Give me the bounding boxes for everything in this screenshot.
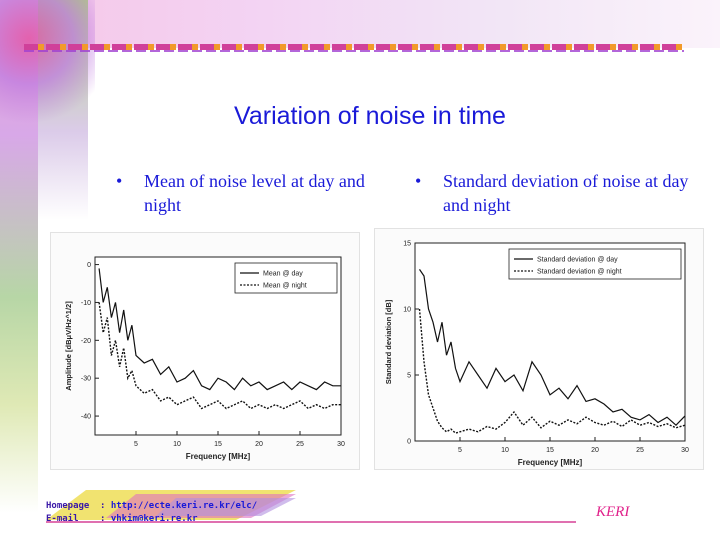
y-tick-label: -40	[81, 414, 91, 421]
legend-label: Mean @ day	[263, 271, 303, 278]
footer-swoosh-decor	[46, 490, 296, 520]
footer-homepage-row: Homepage: http://ecte.keri.re.kr/elc/	[46, 501, 258, 511]
header-divider	[24, 44, 684, 50]
x-tick-label: 25	[636, 447, 644, 454]
legend-label: Standard deviation @ night	[537, 269, 622, 276]
x-tick-label: 10	[173, 441, 181, 448]
x-tick-label: 30	[681, 447, 689, 454]
legend-box	[508, 248, 682, 280]
chart-mean-svg: 5 10 15 20 25 30 0 -10 -20 -30 -40 Frequency [MHz] A…	[64, 256, 345, 461]
x-tick-label: 25	[296, 441, 304, 448]
y-tick-label: -10	[81, 300, 91, 307]
series-line-2	[418, 308, 686, 434]
email-link[interactable]: yhkim@keri.re.kr	[110, 514, 198, 524]
x-tick-label: 5	[458, 447, 462, 454]
legend-label: Standard deviation @ day	[537, 257, 618, 264]
x-tick-label: 10	[501, 447, 509, 454]
x-tick-label: 20	[591, 447, 599, 454]
header-divider-accent	[24, 50, 684, 52]
bullet-text: Mean of noise level at day and night	[144, 171, 365, 215]
corner-decor	[0, 0, 95, 130]
y-tick-label: -30	[81, 376, 91, 383]
bullet-dot-icon: •	[415, 171, 422, 191]
slide-title: Variation of noise in time	[234, 102, 506, 130]
bullet-dot-icon: •	[116, 171, 123, 191]
y-tick-label: -20	[81, 338, 91, 345]
y-axis-label: Standard deviation [dB]	[384, 299, 393, 384]
email-label: E-mail	[46, 514, 79, 524]
y-tick-label: 10	[403, 307, 411, 314]
series-line-1	[98, 268, 341, 391]
chart-mean-noise: 5 10 15 20 25 30 0 -10 -20 -30 -40 Frequency [MHz] A…	[50, 232, 360, 470]
legend-label: Mean @ night	[263, 283, 307, 290]
x-axis-label: Frequency [MHz]	[518, 458, 583, 467]
x-axis-label: Frequency [MHz]	[186, 452, 251, 461]
legend-box	[234, 262, 338, 294]
y-tick-label: 0	[407, 439, 411, 446]
chart-stddev-noise: 5 10 15 20 25 30 15 10 5 0 Frequency [MHz] Standard…	[374, 228, 704, 470]
chart-stddev-svg: 5 10 15 20 25 30 15 10 5 0 Frequency [MHz] Standard…	[384, 241, 689, 468]
x-tick-label: 15	[546, 447, 554, 454]
x-tick-label: 15	[214, 441, 222, 448]
homepage-link[interactable]: http://ecte.keri.re.kr/elc/	[110, 501, 258, 511]
homepage-label: Homepage	[46, 501, 90, 511]
y-tick-label: 5	[407, 373, 411, 380]
org-logo-text: KERI	[596, 504, 630, 520]
footer-divider	[46, 521, 576, 523]
x-tick-label: 30	[337, 441, 345, 448]
bullet-text: Standard deviation of noise at day and n…	[443, 171, 689, 215]
x-tick-label: 5	[134, 441, 138, 448]
x-tick-label: 20	[255, 441, 263, 448]
y-tick-label: 0	[87, 262, 91, 269]
series-line-1	[419, 269, 686, 427]
top-decor-band	[0, 0, 720, 48]
bullet-mean: • Mean of noise level at day and night	[116, 169, 406, 217]
series-line-2	[98, 302, 341, 410]
footer-contact: Homepage: http://ecte.keri.re.kr/elc/ E-…	[46, 500, 257, 526]
y-axis-label: Amplitude [dBμV/Hz^1/2]	[64, 301, 73, 391]
y-tick-label: 15	[403, 241, 411, 248]
bullet-stddev: • Standard deviation of noise at day and…	[415, 169, 695, 217]
footer-email-row: E-mail: yhkim@keri.re.kr	[46, 514, 198, 524]
